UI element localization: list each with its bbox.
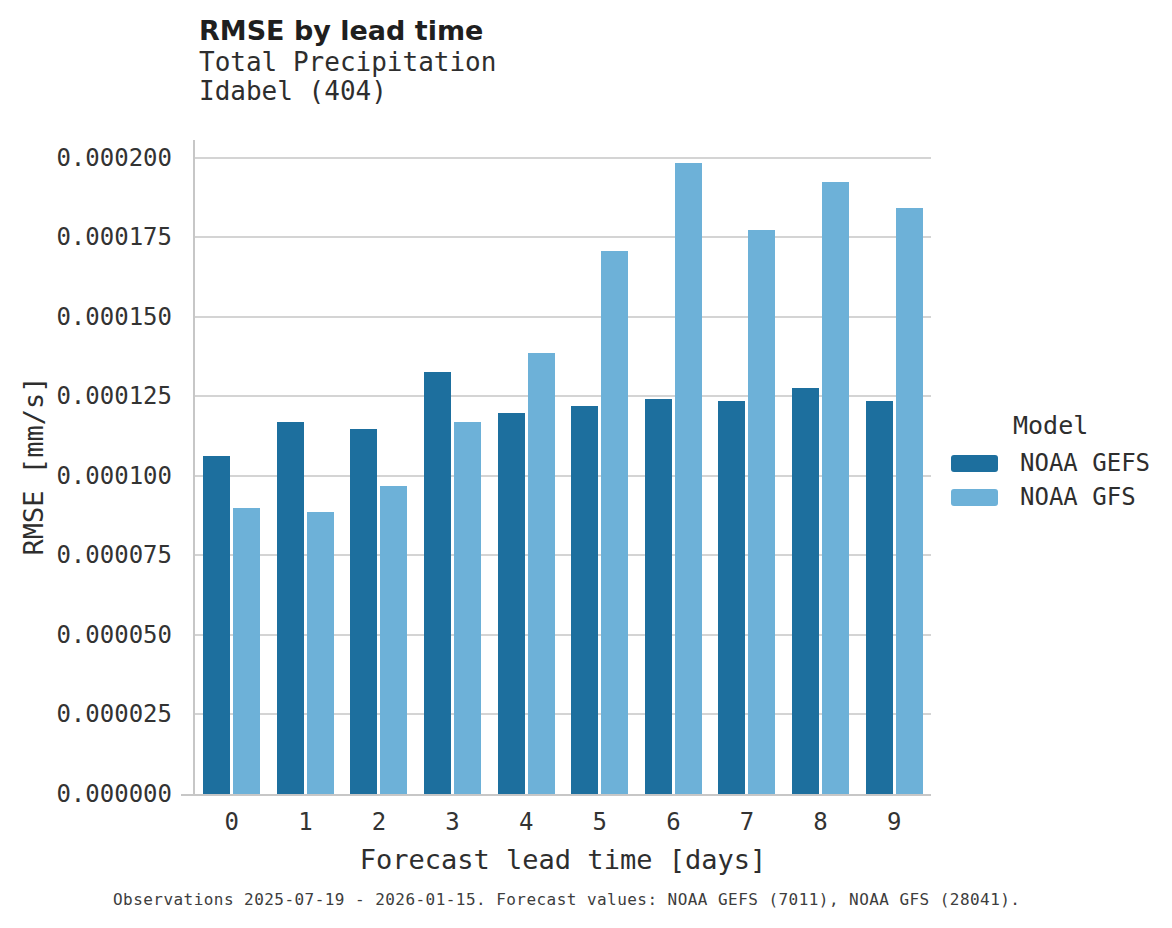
y-tick-label: 0.000175 [0,223,172,251]
bar-group-lead-3 [416,140,490,794]
bar-noaa-gefs-lead-9 [866,401,893,794]
legend-swatch-noaa-gefs [951,455,998,472]
chart-title: RMSE by lead time [199,14,496,48]
bar-noaa-gfs-lead-9 [896,208,923,794]
bar-noaa-gefs-lead-4 [498,413,525,794]
bar-noaa-gefs-lead-1 [277,422,304,794]
x-tick-label: 1 [269,808,343,836]
bar-group-lead-1 [269,140,343,794]
legend-label-noaa-gefs: NOAA GEFS [1020,449,1150,477]
bar-group-lead-0 [195,140,269,794]
bar-group-lead-7 [710,140,784,794]
bar-noaa-gefs-lead-6 [645,399,672,794]
chart-subtitle-variable: Total Precipitation [199,48,496,77]
x-tick-label: 9 [857,808,931,836]
bar-group-lead-2 [342,140,416,794]
x-tick-label: 8 [784,808,858,836]
bar-noaa-gfs-lead-7 [748,230,775,794]
x-tick-label: 7 [710,808,784,836]
plot-area [195,140,931,794]
x-axis-title: Forecast lead time [days] [195,844,931,875]
bar-noaa-gfs-lead-0 [233,508,260,794]
bar-noaa-gfs-lead-4 [528,353,555,794]
legend-label-noaa-gfs: NOAA GFS [1020,483,1136,511]
caption: Observations 2025-07-19 - 2026-01-15. Fo… [113,890,1020,909]
legend-swatch-noaa-gfs [951,489,998,506]
bar-noaa-gefs-lead-7 [718,401,745,794]
bar-noaa-gfs-lead-1 [307,512,334,794]
y-tick-label: 0.000125 [0,382,172,410]
x-tick-label: 4 [489,808,563,836]
x-axis-spine [181,794,931,796]
rmse-by-lead-time-figure: RMSE by lead time Total Precipitation Id… [0,0,1172,928]
y-tick-label: 0.000050 [0,621,172,649]
bar-group-lead-9 [857,140,931,794]
bar-noaa-gefs-lead-2 [350,429,377,794]
bar-noaa-gfs-lead-6 [675,163,702,794]
x-tick-label: 6 [637,808,711,836]
x-tick-label: 3 [416,808,490,836]
bar-layer [195,140,931,794]
legend-entry-noaa-gefs: NOAA GEFS [951,452,1150,474]
bar-noaa-gefs-lead-0 [203,456,230,794]
bar-noaa-gefs-lead-5 [571,406,598,794]
bar-noaa-gfs-lead-8 [822,182,849,794]
x-tick-label: 5 [563,808,637,836]
title-block: RMSE by lead time Total Precipitation Id… [199,14,496,105]
bar-group-lead-5 [563,140,637,794]
x-axis-tick-labels: 0123456789 [195,808,931,836]
chart-subtitle-station: Idabel (404) [199,77,496,106]
legend-entry-noaa-gfs: NOAA GFS [951,486,1150,508]
y-tick-label: 0.000200 [0,144,172,172]
y-tick-label: 0.000150 [0,303,172,331]
bar-noaa-gefs-lead-3 [424,372,451,794]
bar-noaa-gefs-lead-8 [792,388,819,794]
y-tick-label: 0.000000 [0,780,172,808]
y-tick-label: 0.000100 [0,462,172,490]
x-tick-label: 2 [342,808,416,836]
y-tick-label: 0.000075 [0,541,172,569]
bar-group-lead-6 [637,140,711,794]
x-tick-label: 0 [195,808,269,836]
bar-noaa-gfs-lead-2 [380,486,407,794]
bar-noaa-gfs-lead-3 [454,422,481,794]
legend-title: Model [1013,412,1150,440]
bar-noaa-gfs-lead-5 [601,251,628,794]
legend: Model NOAA GEFS NOAA GFS [951,412,1150,508]
bar-group-lead-4 [489,140,563,794]
y-tick-label: 0.000025 [0,700,172,728]
bar-group-lead-8 [784,140,858,794]
